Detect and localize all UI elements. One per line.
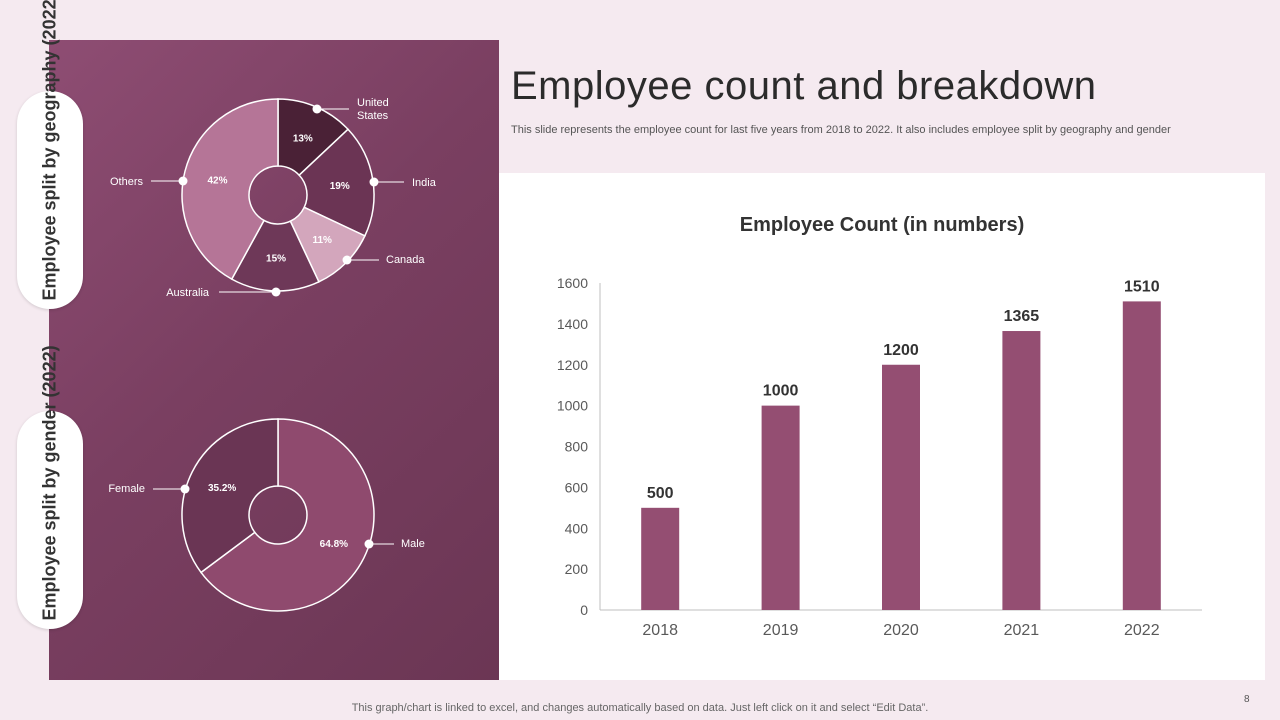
bar-chart-card[interactable]: Employee Count (in numbers) 0 200 400 600 800…: [499, 173, 1265, 680]
x-tick-label: 2020: [883, 622, 919, 639]
y-tick-label: 1400: [557, 316, 588, 332]
callout-dot: [369, 177, 379, 187]
y-tick-label: 1200: [557, 357, 588, 373]
x-tick-label: 2022: [1124, 622, 1160, 639]
callout-dot: [312, 104, 322, 114]
y-tick-label: 200: [565, 561, 589, 577]
donut-charts-area: 13% 19% 11% 15% 42% United States India Canada Au…: [108, 97, 437, 612]
bar-2022[interactable]: [1122, 301, 1161, 610]
slice-value-label: 19%: [330, 181, 350, 192]
bar-value-label: 1200: [883, 342, 919, 359]
geography-heading-pill: Employee split by geography (2022): [17, 0, 83, 309]
chart-title: Employee Count (in numbers): [740, 214, 1024, 236]
callout-dot: [180, 484, 190, 494]
page-subtitle: This slide represents the employee count…: [511, 124, 1171, 136]
callout-dot: [178, 176, 188, 186]
bar-value-label: 1510: [1124, 278, 1160, 295]
x-tick-label: 2019: [763, 622, 799, 639]
callout-label-canada: Canada: [386, 254, 425, 266]
geography-donut-chart[interactable]: 13% 19% 11% 15% 42% United States India Canada Au…: [110, 97, 437, 299]
bar-value-label: 500: [647, 485, 674, 502]
slice-value-label: 15%: [266, 253, 286, 264]
slice-value-label: 13%: [293, 134, 313, 145]
footer-note: This graph/chart is linked to excel, and…: [351, 702, 929, 714]
callout-dot: [342, 255, 352, 265]
y-tick-label: 400: [565, 520, 589, 536]
callout-label-male: Male: [401, 538, 425, 550]
callout-label-united-states: United States: [357, 97, 389, 122]
bar-2020[interactable]: [882, 364, 920, 610]
slice-value-label: 11%: [312, 235, 332, 246]
bar-2018[interactable]: [641, 507, 680, 610]
slice-value-label: 35.2%: [208, 483, 236, 494]
slice-female[interactable]: [181, 418, 279, 574]
slice-value-label: 64.8%: [320, 539, 348, 550]
x-tick-label: 2018: [642, 622, 678, 639]
x-tick-label: 2021: [1004, 622, 1040, 639]
gender-donut-chart[interactable]: 64.8% 35.2% Male Female: [108, 418, 425, 612]
callout-dot: [364, 539, 374, 549]
bar-value-label: 1000: [763, 383, 799, 400]
callout-dot: [271, 287, 281, 297]
slice-male[interactable]: [199, 418, 375, 612]
gender-heading-pill: Employee split by gender (2022): [17, 345, 83, 629]
bar-2019[interactable]: [761, 405, 800, 610]
page-title: Employee count and breakdown: [511, 64, 1097, 108]
y-tick-label: 800: [565, 439, 589, 455]
slice-value-label: 42%: [207, 175, 227, 186]
y-tick-label: 600: [565, 479, 589, 495]
y-tick-label: 1000: [557, 398, 588, 414]
callout-label-female: Female: [108, 483, 145, 495]
slice-india[interactable]: [298, 128, 375, 237]
page-number: 8: [1244, 694, 1250, 705]
bar-2021[interactable]: [1002, 331, 1041, 610]
bar-value-label: 1365: [1004, 308, 1040, 325]
slice-australia[interactable]: [230, 219, 320, 292]
y-tick-label: 0: [580, 602, 588, 618]
callout-label-australia: Australia: [166, 287, 210, 299]
callout-label-others: Others: [110, 176, 144, 188]
callout-label-india: India: [412, 177, 437, 189]
employee-count-bar-chart[interactable]: Employee Count (in numbers) 0 200 400 600 800…: [499, 173, 1265, 680]
slice-others[interactable]: [181, 98, 279, 281]
y-tick-label: 1600: [557, 275, 588, 291]
